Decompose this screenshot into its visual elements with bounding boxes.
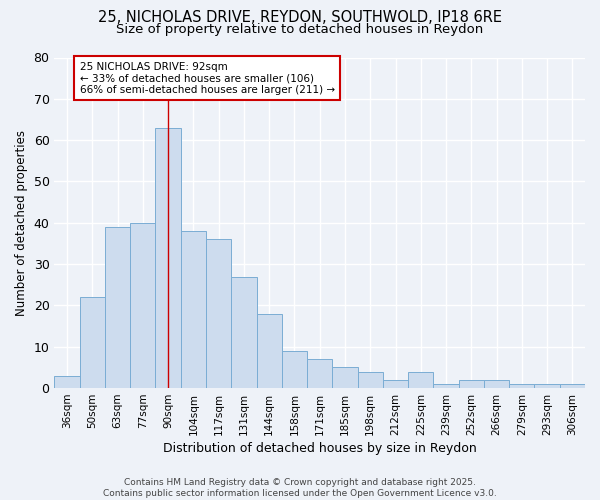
Bar (55, 376, 80, 388)
Bar (105, 227, 130, 388)
Y-axis label: Number of detached properties: Number of detached properties (15, 130, 28, 316)
Bar (484, 380, 509, 388)
Bar (282, 351, 307, 388)
Bar (206, 240, 231, 388)
Bar (257, 314, 282, 388)
Bar (332, 368, 358, 388)
Text: 25 NICHOLAS DRIVE: 92sqm
← 33% of detached houses are smaller (106)
66% of semi-: 25 NICHOLAS DRIVE: 92sqm ← 33% of detach… (80, 62, 335, 95)
Text: Size of property relative to detached houses in Reydon: Size of property relative to detached ho… (116, 22, 484, 36)
Bar (535, 384, 560, 388)
Bar (433, 384, 458, 388)
Text: 25, NICHOLAS DRIVE, REYDON, SOUTHWOLD, IP18 6RE: 25, NICHOLAS DRIVE, REYDON, SOUTHWOLD, I… (98, 10, 502, 25)
Bar (231, 276, 257, 388)
Bar (383, 380, 408, 388)
Text: Contains HM Land Registry data © Crown copyright and database right 2025.
Contai: Contains HM Land Registry data © Crown c… (103, 478, 497, 498)
Bar (458, 380, 484, 388)
Bar (358, 372, 383, 388)
Bar (130, 223, 155, 388)
Bar (307, 359, 332, 388)
Bar (408, 372, 433, 388)
X-axis label: Distribution of detached houses by size in Reydon: Distribution of detached houses by size … (163, 442, 476, 455)
Bar (155, 128, 181, 388)
Bar (181, 231, 206, 388)
Bar (560, 384, 585, 388)
Bar (80, 297, 105, 388)
Bar (509, 384, 535, 388)
